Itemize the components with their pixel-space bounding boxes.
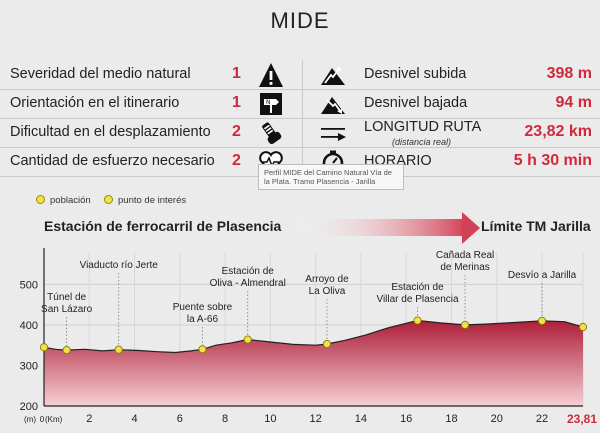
route-stat-label: LONGITUD RUTA	[364, 119, 482, 135]
y-tick-label: 300	[20, 360, 38, 372]
legend-poblacion-label: población	[50, 195, 91, 206]
route-point-marker	[461, 320, 470, 329]
warning-triangle-icon	[258, 62, 284, 88]
point-label-line: Oliva - Almendral	[210, 278, 286, 289]
mide-row-label: Orientación en el itinerario	[10, 95, 180, 111]
point-label-line: Desvío a Jarilla	[508, 270, 577, 281]
x-tick-label: 2	[86, 413, 92, 425]
distance-arrow-icon	[320, 121, 346, 145]
point-label-line: Estación de	[222, 266, 275, 277]
legend-interes: punto de interés	[104, 195, 186, 206]
route-point-marker	[578, 322, 588, 332]
point-label-line: de Merinas	[440, 262, 489, 273]
mide-row-score: 2	[232, 152, 241, 169]
mountain-descent-icon	[320, 92, 346, 116]
x-tick-label: 20	[491, 413, 503, 425]
route-stat-value: 23,82 km	[524, 123, 592, 140]
point-label-line: Estación de	[391, 282, 444, 293]
x-tick-label: 14	[355, 413, 367, 425]
x-end-label: 23,81	[567, 412, 597, 426]
point-label: Puente sobre la A-66	[173, 302, 233, 325]
route-point-marker	[413, 316, 422, 325]
point-label: Arroyo de La Oliva	[305, 274, 349, 297]
route-point-marker	[39, 343, 49, 352]
route-stat-label: Desnivel subida	[364, 66, 467, 82]
signpost-icon: N	[258, 91, 284, 117]
point-label-line: San Lázaro	[41, 304, 93, 315]
x-tick-label: 18	[445, 413, 457, 425]
profile-area	[44, 320, 583, 406]
x-tick-label: 10	[264, 413, 276, 425]
route-start-label: Estación de ferrocarril de Plasencia	[44, 218, 282, 234]
interes-marker-icon	[104, 195, 113, 204]
x-tick-label: 12	[310, 413, 322, 425]
route-point-marker	[62, 346, 71, 355]
x-axis-unit: (Km)	[45, 415, 63, 424]
route-stat-sublabel: (distancia real)	[392, 137, 452, 147]
mide-row: Severidad del medio natural 1 Desnivel sub…	[0, 60, 600, 90]
svg-text:N: N	[266, 99, 271, 106]
point-label: Viaducto río Jerte	[80, 260, 159, 271]
mide-row: Orientación en el itinerario 1 N Desnivel b…	[0, 89, 600, 119]
x-tick-label: 6	[177, 413, 183, 425]
mide-row-score: 1	[232, 65, 241, 82]
point-label: Túnel de San Lázaro	[41, 292, 93, 315]
x-tick-label: 22	[536, 413, 548, 425]
point-label-line: Cañada Real	[436, 250, 494, 261]
point-label-line: Villar de Plasencia	[376, 294, 459, 305]
y-tick-label: 400	[20, 320, 38, 332]
point-label-line: Arroyo de	[305, 274, 349, 285]
point-label-line: Puente sobre	[173, 302, 233, 313]
route-stat-value: 5 h 30 min	[513, 152, 592, 169]
route-end-label: Límite TM Jarilla	[481, 218, 591, 234]
boot-icon	[258, 120, 284, 146]
route-stat-value: 94 m	[555, 94, 592, 111]
chart-points: Túnel de San Lázaro Viaducto río Jerte Puen…	[39, 250, 588, 355]
point-label: Desvío a Jarilla	[508, 270, 577, 281]
y-tick-label: 200	[20, 401, 38, 413]
point-label: Estación de Oliva - Almendral	[210, 266, 286, 289]
chart-axes: 200 300 400 500 2 4 6 8 10 12 14 16 18 20 22 (Km)0 (m) 23…	[20, 248, 597, 426]
route-point-marker	[322, 339, 332, 349]
x-tick-label: 4	[131, 413, 137, 425]
mide-row-score: 2	[232, 123, 241, 140]
point-label-line: la A-66	[187, 314, 219, 325]
route-stat-label: Desnivel bajada	[364, 95, 468, 111]
x-tick-zero: 0	[40, 415, 45, 424]
mide-row: Dificultad en el desplazamiento 2 LONGITUD…	[0, 118, 600, 148]
point-label-line: Túnel de	[47, 292, 86, 303]
point-label-line: La Oliva	[309, 286, 346, 297]
route-stat-value: 398 m	[546, 65, 592, 82]
mide-row-label: Cantidad de esfuerzo necesario	[10, 153, 215, 169]
legend-poblacion: población	[36, 195, 91, 206]
heart-effort-icon	[258, 149, 284, 175]
route-point-marker	[198, 345, 207, 354]
mide-row-label: Severidad del medio natural	[10, 66, 191, 82]
route-direction-arrow	[292, 212, 480, 244]
y-tick-label: 500	[20, 279, 38, 291]
tooltip: Perfil MIDE del Camino Natural Vía de la…	[258, 164, 404, 190]
mountain-ascent-icon	[320, 63, 346, 87]
point-label: Cañada Real de Merinas	[436, 250, 494, 273]
x-tick-label: 8	[222, 413, 228, 425]
x-tick-label: 16	[400, 413, 412, 425]
y-axis-unit: (m)	[24, 415, 36, 424]
mide-row-score: 1	[232, 94, 241, 111]
mide-row-label: Dificultad en el desplazamiento	[10, 124, 211, 140]
point-label: Estación de Villar de Plasencia	[376, 282, 459, 305]
point-label-line: Viaducto río Jerte	[80, 260, 159, 271]
page-title: MIDE	[270, 8, 330, 33]
route-point-marker	[243, 335, 252, 344]
profile-line	[43, 319, 584, 354]
route-point-marker	[537, 316, 547, 325]
poblacion-marker-icon	[36, 195, 45, 204]
legend-interes-label: punto de interés	[118, 195, 187, 206]
route-point-marker	[114, 345, 123, 354]
